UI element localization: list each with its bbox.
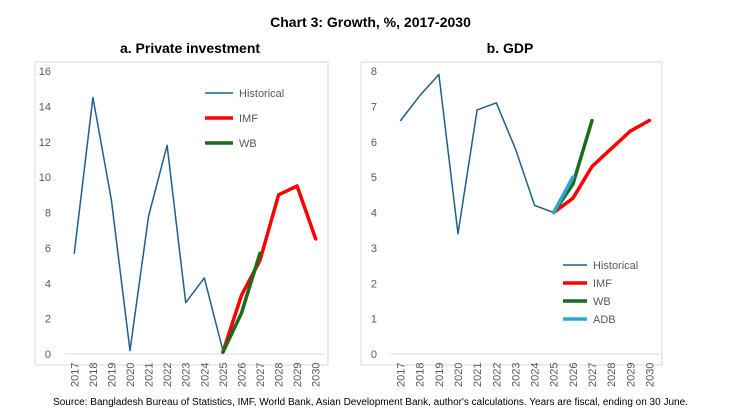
series-line-wb xyxy=(221,251,262,354)
x-tick-label: 2022 xyxy=(491,363,503,387)
x-tick-label: 2021 xyxy=(472,363,484,387)
legend-label-imf: IMF xyxy=(593,278,612,290)
x-tick-label: 2025 xyxy=(549,363,561,387)
source-note: Source: Bangladesh Bureau of Statistics,… xyxy=(53,397,688,408)
y-tick-label: 2 xyxy=(371,278,377,290)
panel-frame-private-investment xyxy=(34,61,329,366)
x-tick-label: 2026 xyxy=(568,363,580,387)
chart-title: Chart 3: Growth, %, 2017-2030 xyxy=(270,14,471,30)
x-tick-label: 2017 xyxy=(69,363,81,387)
x-tick-label: 2027 xyxy=(255,363,267,387)
y-tick-label: 14 xyxy=(39,101,51,113)
panel-title-gdp: b. GDP xyxy=(486,40,534,56)
x-tick-label: 2023 xyxy=(510,363,522,387)
series-line-historical xyxy=(73,96,224,352)
x-tick-label: 2029 xyxy=(625,363,637,387)
legend-label-historical: Historical xyxy=(239,88,284,100)
x-tick-label: 2018 xyxy=(88,363,100,387)
y-tick-label: 1 xyxy=(371,314,377,326)
x-tick-label: 2030 xyxy=(644,363,656,387)
y-tick-label: 4 xyxy=(45,278,51,290)
series-line-imf xyxy=(221,184,318,354)
x-tick-label: 2028 xyxy=(606,363,618,387)
y-tick-label: 0 xyxy=(45,349,51,361)
y-tick-label: 6 xyxy=(371,137,377,149)
y-tick-label: 12 xyxy=(39,137,51,149)
y-tick-label: 6 xyxy=(45,243,51,255)
x-tick-label: 2030 xyxy=(311,363,323,387)
x-tick-label: 2018 xyxy=(415,363,427,387)
x-tick-label: 2025 xyxy=(218,363,230,387)
x-tick-label: 2017 xyxy=(396,363,408,387)
panel-title-private-investment: a. Private investment xyxy=(119,40,261,56)
x-tick-label: 2020 xyxy=(125,363,137,387)
series-line-historical xyxy=(399,73,555,235)
series-line-adb xyxy=(551,175,575,215)
x-tick-label: 2029 xyxy=(292,363,304,387)
series-line-imf xyxy=(551,118,652,215)
panel-frame-gdp xyxy=(360,61,663,366)
y-tick-label: 4 xyxy=(371,208,377,220)
x-tick-label: 2024 xyxy=(530,363,542,387)
legend-label-wb: WB xyxy=(239,138,257,150)
y-tick-label: 3 xyxy=(371,243,377,255)
x-tick-label: 2024 xyxy=(199,363,211,387)
x-tick-label: 2021 xyxy=(144,363,156,387)
y-tick-label: 5 xyxy=(371,172,377,184)
x-tick-label: 2027 xyxy=(587,363,599,387)
y-tick-label: 10 xyxy=(39,172,51,184)
legend-label-adb: ADB xyxy=(593,314,616,326)
x-tick-label: 2023 xyxy=(181,363,193,387)
y-tick-label: 8 xyxy=(45,208,51,220)
y-tick-label: 8 xyxy=(371,66,377,78)
y-tick-label: 7 xyxy=(371,101,377,113)
x-tick-label: 2019 xyxy=(434,363,446,387)
x-tick-label: 2028 xyxy=(274,363,286,387)
x-tick-label: 2020 xyxy=(453,363,465,387)
x-tick-label: 2022 xyxy=(162,363,174,387)
x-tick-label: 2026 xyxy=(236,363,248,387)
legend-label-imf: IMF xyxy=(239,113,258,125)
y-tick-label: 16 xyxy=(39,66,51,78)
legend-label-wb: WB xyxy=(593,296,611,308)
y-tick-label: 0 xyxy=(371,349,377,361)
legend-label-historical: Historical xyxy=(593,260,638,272)
x-tick-label: 2019 xyxy=(106,363,118,387)
y-tick-label: 2 xyxy=(45,314,51,326)
